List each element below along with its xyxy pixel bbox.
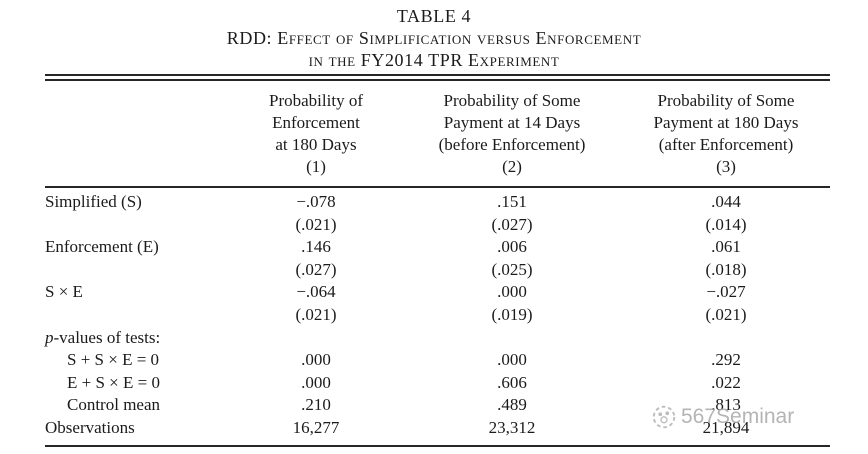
cell-value: 21,894 [702, 417, 750, 437]
row-label-italic-prefix: p [45, 327, 54, 347]
cell-value: (.019) [491, 304, 533, 324]
table-row: Simplified (S) −.078 .151 .044 [45, 187, 830, 214]
row-label: Observations [45, 417, 135, 437]
column-header-1: Probability of Enforcement at 180 Days (… [230, 84, 402, 188]
row-label: S + S × E = 0 [67, 350, 160, 370]
column-header-line: Probability of Some [657, 91, 795, 110]
column-header-3: Probability of Some Payment at 180 Days … [622, 84, 830, 188]
cell-value: −.078 [296, 192, 336, 211]
row-label: E + S × E = 0 [67, 372, 160, 392]
table-row: p-values of tests: [45, 327, 830, 350]
cell-value: .022 [711, 372, 741, 392]
table-subtitle-line2: in the FY2014 TPR Experiment [308, 50, 560, 70]
cell-value: .000 [301, 350, 331, 370]
row-label: Control mean [67, 395, 161, 415]
row-label [45, 214, 230, 237]
cell-value: .151 [497, 192, 527, 211]
column-header-line: Probability of [269, 91, 363, 110]
table-row: S + S × E = 0 .000 .000 .292 [45, 349, 830, 372]
row-label: Enforcement (E) [45, 237, 159, 257]
cell-value: (.025) [491, 259, 533, 279]
column-header-line: Enforcement [272, 113, 360, 132]
table-row: Observations 16,277 23,312 21,894 [45, 417, 830, 440]
column-header-line: (3) [716, 157, 736, 176]
cell-value: .210 [301, 395, 331, 415]
cell-value: (.021) [295, 214, 337, 234]
cell-value: .146 [301, 237, 331, 257]
cell-value [402, 327, 622, 350]
row-label: S × E [45, 282, 83, 302]
table-row: (.027) (.025) (.018) [45, 259, 830, 282]
table-row: S × E −.064 .000 −.027 [45, 281, 830, 304]
cell-value: .006 [497, 237, 527, 257]
table-row: (.021) (.019) (.021) [45, 304, 830, 327]
table-subtitle-line1: RDD: Effect of Simplification versus Enf… [226, 28, 642, 48]
cell-value: −.064 [296, 282, 336, 302]
cell-value: .606 [497, 372, 527, 392]
table-title-block: TABLE 4 RDD: Effect of Simplification ve… [0, 5, 868, 71]
row-label [45, 259, 230, 282]
column-header-2: Probability of Some Payment at 14 Days (… [402, 84, 622, 188]
cell-value: (.018) [705, 259, 747, 279]
cell-value: (.021) [295, 304, 337, 324]
cell-value: .489 [497, 395, 527, 415]
cell-value [230, 327, 402, 350]
row-label: p-values of tests: [45, 327, 230, 350]
table-number: TABLE 4 [396, 6, 472, 26]
header-row: Probability of Enforcement at 180 Days (… [45, 84, 830, 188]
cell-value: (.027) [491, 214, 533, 234]
column-header-line: at 180 Days [275, 135, 357, 154]
column-header-line: (2) [502, 157, 522, 176]
table-row: Control mean .210 .489 .813 [45, 394, 830, 417]
cell-value: .813 [711, 395, 741, 415]
cell-value: (.021) [705, 304, 747, 324]
column-header-line: (1) [306, 157, 326, 176]
cell-value: (.014) [705, 214, 747, 234]
row-label: Simplified (S) [45, 192, 142, 211]
cell-value: .000 [497, 282, 527, 302]
cell-value [622, 327, 830, 350]
cell-value: 16,277 [292, 417, 340, 437]
cell-value: .000 [497, 350, 527, 370]
column-header-line: Payment at 14 Days [443, 113, 581, 132]
table-row: E + S × E = 0 .000 .606 .022 [45, 372, 830, 395]
cell-value: −.027 [706, 282, 746, 302]
column-header-empty [45, 84, 230, 188]
column-header-line: (before Enforcement) [438, 135, 586, 154]
table-row: (.021) (.027) (.014) [45, 214, 830, 237]
top-double-rule [45, 74, 830, 81]
cell-value: (.027) [295, 259, 337, 279]
table-row: Enforcement (E) .146 .006 .061 [45, 236, 830, 259]
cell-value: 23,312 [488, 417, 536, 437]
cell-value: .292 [711, 350, 741, 370]
column-header-line: Payment at 180 Days [653, 113, 799, 132]
bottom-rule [45, 445, 830, 447]
cell-value: .000 [301, 372, 331, 392]
results-table: Probability of Enforcement at 180 Days (… [45, 84, 830, 440]
column-header-line: Probability of Some [443, 91, 581, 110]
cell-value: .061 [711, 237, 741, 257]
row-label [45, 304, 230, 327]
cell-value: .044 [711, 192, 741, 211]
row-label-text: -values of tests: [53, 327, 161, 347]
column-header-line: (after Enforcement) [658, 135, 794, 154]
